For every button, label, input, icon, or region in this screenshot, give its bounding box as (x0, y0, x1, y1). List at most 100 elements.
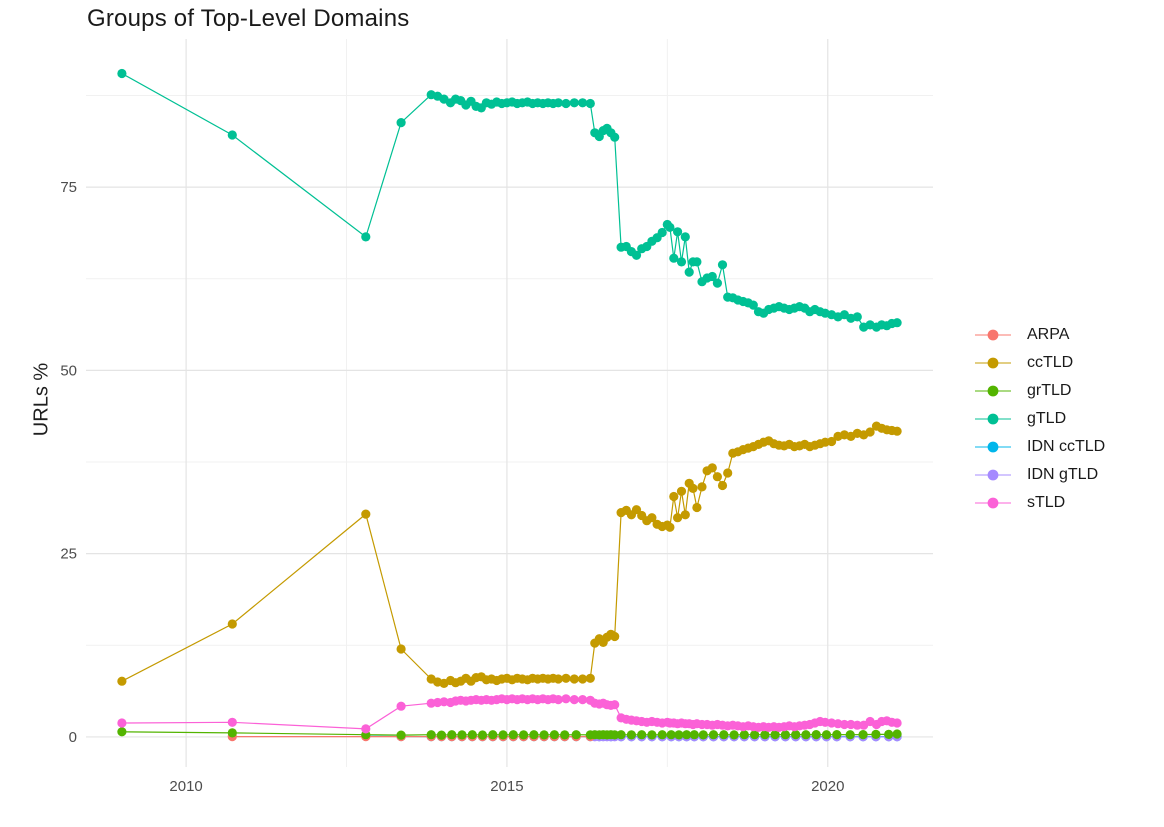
data-point-cctld (676, 486, 687, 496)
y-axis-title: URLs % (30, 362, 53, 437)
legend-key-glyph (975, 329, 1011, 341)
x-tick-label: 2020 (811, 778, 844, 795)
data-point-grtld (858, 730, 868, 740)
data-point-cctld (553, 674, 563, 684)
data-point-gtld (665, 222, 675, 232)
data-point-cctld (707, 463, 717, 473)
data-point-cctld (723, 468, 733, 478)
y-tick-label: 25 (60, 546, 77, 563)
data-point-grtld (498, 730, 508, 740)
legend-key-icon (973, 493, 1013, 513)
legend-key-glyph (975, 497, 1011, 509)
data-point-grtld (549, 730, 560, 740)
legend-label: ARPA (1027, 326, 1070, 343)
data-point-gtld (692, 257, 702, 267)
data-point-cctld (669, 491, 679, 502)
data-point-grtld (719, 730, 729, 740)
data-point-grtld (770, 730, 780, 740)
data-point-grtld (780, 730, 791, 740)
data-point-gtld (852, 312, 862, 322)
legend-item-gtld: gTLD (973, 405, 1105, 433)
data-point-grtld (674, 730, 684, 740)
legend-key-icon (973, 465, 1013, 485)
data-point-grtld (884, 729, 894, 740)
legend-item-arpa: ARPA (973, 321, 1105, 349)
data-point-gtld (578, 98, 588, 108)
legend-key-icon (973, 325, 1013, 345)
data-point-grtld (426, 730, 436, 740)
legend-key-glyph (975, 413, 1011, 425)
data-point-grtld (539, 730, 549, 740)
data-point-gtld (585, 98, 595, 109)
data-point-gtld (610, 132, 620, 142)
legend-key-glyph (975, 441, 1011, 453)
data-point-stld (578, 695, 588, 705)
data-point-grtld (811, 730, 821, 740)
data-point-grtld (892, 729, 902, 739)
data-point-stld (117, 718, 127, 728)
data-point-cctld (227, 619, 237, 629)
data-point-grtld (750, 730, 760, 740)
legend-item-grtld: grTLD (973, 377, 1105, 405)
legend-item-idn-gtld: IDN gTLD (973, 461, 1105, 489)
data-point-cctld (117, 676, 127, 686)
legend-item-stld: sTLD (973, 489, 1105, 517)
data-point-cctld (396, 644, 406, 654)
data-point-stld (852, 720, 862, 730)
data-point-stld (561, 694, 571, 704)
legend-key-glyph (975, 385, 1011, 397)
data-point-gtld (669, 253, 679, 263)
data-point-stld (892, 718, 902, 728)
data-point-cctld (673, 513, 683, 523)
legend-label: ccTLD (1027, 354, 1074, 371)
data-point-grtld (227, 728, 237, 738)
data-point-grtld (647, 730, 657, 740)
data-point-grtld (467, 730, 477, 740)
data-point-cctld (680, 510, 690, 520)
data-point-grtld (871, 729, 881, 740)
data-point-grtld (616, 730, 626, 740)
legend-key-icon (973, 437, 1013, 457)
data-point-cctld (665, 522, 675, 532)
data-point-grtld (447, 730, 457, 740)
data-point-stld (553, 695, 563, 705)
legend-item-cctld: ccTLD (973, 349, 1105, 377)
legend-label: gTLD (1027, 410, 1067, 427)
data-point-grtld (436, 730, 447, 740)
y-tick-label: 50 (60, 362, 77, 379)
data-point-grtld (560, 730, 570, 740)
legend-key-glyph (975, 357, 1011, 369)
data-point-grtld (682, 730, 692, 740)
data-point-grtld (698, 730, 708, 740)
data-point-gtld (396, 118, 406, 128)
data-point-grtld (626, 730, 637, 740)
data-point-grtld (791, 730, 801, 740)
data-point-grtld (760, 730, 770, 740)
data-point-stld (396, 701, 406, 711)
data-point-grtld (729, 730, 739, 740)
data-point-gtld (561, 98, 571, 109)
data-point-cctld (865, 427, 875, 437)
data-point-gtld (676, 257, 687, 267)
data-point-grtld (457, 730, 467, 740)
legend: ARPA ccTLD grTLD gTLD IDN ccTLD IDN gTLD sTLD (973, 321, 1105, 517)
data-point-grtld (801, 730, 811, 740)
data-point-cctld (692, 502, 702, 513)
data-point-gtld (631, 250, 642, 260)
chart-title: Groups of Top-Level Domains (87, 5, 410, 32)
legend-label: IDN gTLD (1027, 466, 1099, 483)
data-point-cctld (561, 673, 571, 683)
data-point-stld (839, 719, 850, 730)
data-point-gtld (680, 232, 690, 242)
legend-label: grTLD (1027, 382, 1072, 399)
data-point-gtld (553, 98, 563, 108)
legend-key-icon (973, 353, 1013, 373)
data-point-grtld (508, 730, 518, 740)
data-point-gtld (684, 267, 694, 277)
x-tick-label: 2010 (169, 778, 202, 795)
data-point-gtld (657, 227, 667, 238)
data-point-stld (569, 695, 579, 705)
data-point-gtld (892, 318, 902, 328)
y-tick-label: 0 (69, 729, 77, 746)
